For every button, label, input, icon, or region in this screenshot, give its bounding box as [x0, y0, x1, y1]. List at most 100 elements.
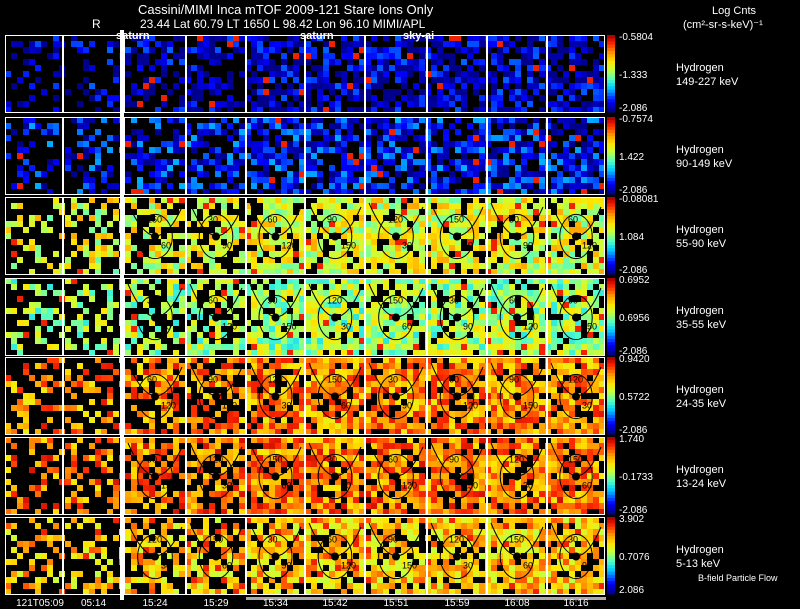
- heatmap-cell: [287, 129, 293, 135]
- panel-frame: [246, 117, 305, 195]
- heatmap-cell: [389, 129, 395, 135]
- heatmap-cell: [569, 65, 575, 71]
- heatmap-cell: [401, 165, 407, 171]
- heatmap-cell: [341, 177, 347, 183]
- heatmap-cell: [311, 399, 317, 405]
- heatmap-cell: [479, 209, 485, 215]
- heatmap-cell: [107, 41, 113, 47]
- heatmap-cell: [197, 83, 203, 89]
- heatmap-cell: [269, 503, 275, 509]
- heatmap-cell: [401, 83, 407, 89]
- heatmap-cell: [311, 123, 317, 129]
- heatmap-cell: [317, 65, 323, 71]
- heatmap-cell: [209, 357, 215, 363]
- heatmap-cell: [251, 177, 257, 183]
- heatmap-cell: [515, 227, 521, 233]
- heatmap-cell: [101, 117, 107, 123]
- heatmap-cell: [185, 47, 191, 53]
- heatmap-cell: [239, 491, 245, 497]
- heatmap-cell: [527, 296, 533, 302]
- heatmap-cell: [329, 177, 335, 183]
- heatmap-cell: [293, 284, 299, 290]
- heatmap-cell: [173, 129, 179, 135]
- heatmap-cell: [311, 65, 317, 71]
- heatmap-cell: [341, 209, 347, 215]
- heatmap-cell: [287, 381, 293, 387]
- heatmap-cell: [125, 59, 131, 65]
- heatmap-cell: [137, 363, 143, 369]
- heatmap-cell: [263, 423, 269, 429]
- heatmap-cell: [311, 302, 317, 308]
- panel-frame: [246, 35, 305, 113]
- colorbar-segment: [607, 264, 615, 269]
- heatmap-cell: [497, 135, 503, 141]
- colorbar-segment: [607, 129, 615, 134]
- heatmap-cell: [323, 95, 329, 101]
- heatmap-cell: [53, 308, 59, 314]
- heatmap-cell: [497, 405, 503, 411]
- heatmap-cell: [389, 95, 395, 101]
- heatmap-cell: [191, 233, 197, 239]
- heatmap-cell: [275, 89, 281, 95]
- heatmap-cell: [437, 350, 443, 356]
- heatmap-cell: [569, 405, 575, 411]
- heatmap-cell: [257, 245, 263, 251]
- heatmap-cell: [335, 437, 341, 443]
- heatmap-cell: [29, 308, 35, 314]
- heatmap-cell: [293, 497, 299, 503]
- heatmap-cell: [575, 215, 581, 221]
- heatmap-cell: [131, 375, 137, 381]
- heatmap-cell: [77, 101, 83, 107]
- heatmap-cell: [137, 135, 143, 141]
- heatmap-cell: [401, 411, 407, 417]
- heatmap-cell: [479, 369, 485, 375]
- heatmap-cell: [185, 302, 191, 308]
- heatmap-cell: [449, 350, 455, 356]
- heatmap-cell: [251, 485, 257, 491]
- colorbar-segment: [607, 316, 615, 321]
- heatmap-cell: [143, 53, 149, 59]
- heatmap-cell: [443, 147, 449, 153]
- heatmap-cell: [413, 375, 419, 381]
- heatmap-cell: [383, 233, 389, 239]
- colorbar-segment: [607, 414, 615, 419]
- heatmap-cell: [449, 239, 455, 245]
- heatmap-cell: [329, 338, 335, 344]
- heatmap-cell: [503, 290, 509, 296]
- heatmap-cell: [377, 467, 383, 473]
- heatmap-cell: [599, 239, 605, 245]
- heatmap-cell: [557, 417, 563, 423]
- heatmap-cell: [77, 332, 83, 338]
- heatmap-cell: [35, 171, 41, 177]
- heatmap-cell: [173, 35, 179, 41]
- heatmap-cell: [497, 203, 503, 209]
- heatmap-cell: [551, 189, 557, 195]
- heatmap-cell: [233, 278, 239, 284]
- heatmap-cell: [281, 165, 287, 171]
- heatmap-cell: [227, 239, 233, 245]
- heatmap-cell: [305, 381, 311, 387]
- heatmap-cell: [335, 338, 341, 344]
- heatmap-cell: [209, 59, 215, 65]
- heatmap-cell: [449, 278, 455, 284]
- heatmap-cell: [143, 491, 149, 497]
- heatmap-cell: [221, 344, 227, 350]
- colorbar-segment: [607, 51, 615, 55]
- heatmap-cell: [197, 71, 203, 77]
- heatmap-cell: [377, 141, 383, 147]
- heatmap-cell: [335, 467, 341, 473]
- heatmap-cell: [95, 215, 101, 221]
- heatmap-cell: [599, 221, 605, 227]
- heatmap-cell: [275, 117, 281, 123]
- heatmap-cell: [35, 77, 41, 83]
- heatmap-cell: [149, 375, 155, 381]
- heatmap-cell: [419, 284, 425, 290]
- heatmap-cell: [479, 381, 485, 387]
- heatmap-cell: [263, 357, 269, 363]
- heatmap-cell: [437, 177, 443, 183]
- heatmap-cell: [467, 308, 473, 314]
- heatmap-cell: [209, 129, 215, 135]
- heatmap-cell: [275, 455, 281, 461]
- colorbar-segment: [607, 329, 615, 334]
- heatmap-cell: [263, 171, 269, 177]
